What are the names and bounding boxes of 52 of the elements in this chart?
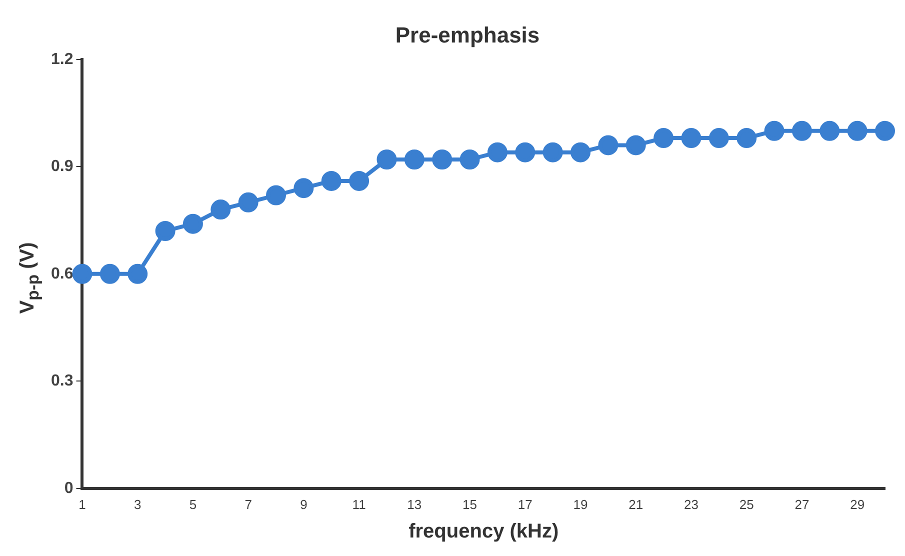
- x-tick-label: 1: [78, 496, 86, 512]
- point: [654, 128, 674, 148]
- point: [238, 192, 258, 212]
- point: [708, 128, 729, 148]
- point: [349, 170, 370, 191]
- x-tick-label: 29: [850, 496, 865, 512]
- y-tick-label: 0.6: [50, 265, 74, 282]
- point: [182, 214, 203, 234]
- x-tick-label: 9: [300, 496, 308, 512]
- point: [266, 185, 286, 206]
- point: [875, 120, 895, 141]
- point: [210, 200, 231, 220]
- x-tick-label: 13: [407, 496, 422, 512]
- x-tick-label: 21: [628, 496, 644, 512]
- x-tick-label: 17: [518, 496, 532, 512]
- x-axis-title: frequency (kHz): [408, 520, 559, 543]
- x-tick-label: 15: [462, 496, 478, 512]
- point: [72, 264, 92, 284]
- point: [100, 264, 120, 284]
- point: [432, 150, 452, 170]
- x-tick-label: 11: [352, 496, 366, 512]
- point: [820, 120, 840, 141]
- y-tick-label: 0.9: [50, 158, 74, 176]
- x-tick-label: 5: [189, 496, 197, 512]
- point: [764, 120, 784, 141]
- x-tick-label: 23: [684, 496, 698, 512]
- point: [626, 135, 646, 156]
- point: [542, 142, 563, 162]
- point: [681, 128, 702, 148]
- x-tick-label: 27: [794, 496, 810, 512]
- y-tick-label: 0.3: [50, 372, 74, 390]
- point: [792, 120, 812, 141]
- point: [128, 264, 148, 284]
- chart-title: Pre-emphasis: [395, 22, 540, 48]
- point: [515, 142, 536, 162]
- point: [294, 178, 314, 198]
- point: [376, 150, 397, 170]
- x-tick-label: 19: [573, 496, 588, 512]
- point: [321, 170, 342, 191]
- x-tick-label: 3: [134, 496, 142, 512]
- point: [404, 150, 424, 170]
- y-tick-label: 1.2: [50, 50, 74, 68]
- point: [460, 150, 480, 170]
- point: [598, 135, 618, 156]
- x-tick-label: 25: [739, 496, 754, 512]
- x-tick-label: 7: [244, 496, 252, 512]
- y-tick-label: 0: [64, 480, 74, 497]
- point: [155, 221, 176, 241]
- point: [487, 142, 508, 162]
- point: [570, 142, 591, 162]
- point: [847, 120, 868, 141]
- point: [736, 128, 757, 148]
